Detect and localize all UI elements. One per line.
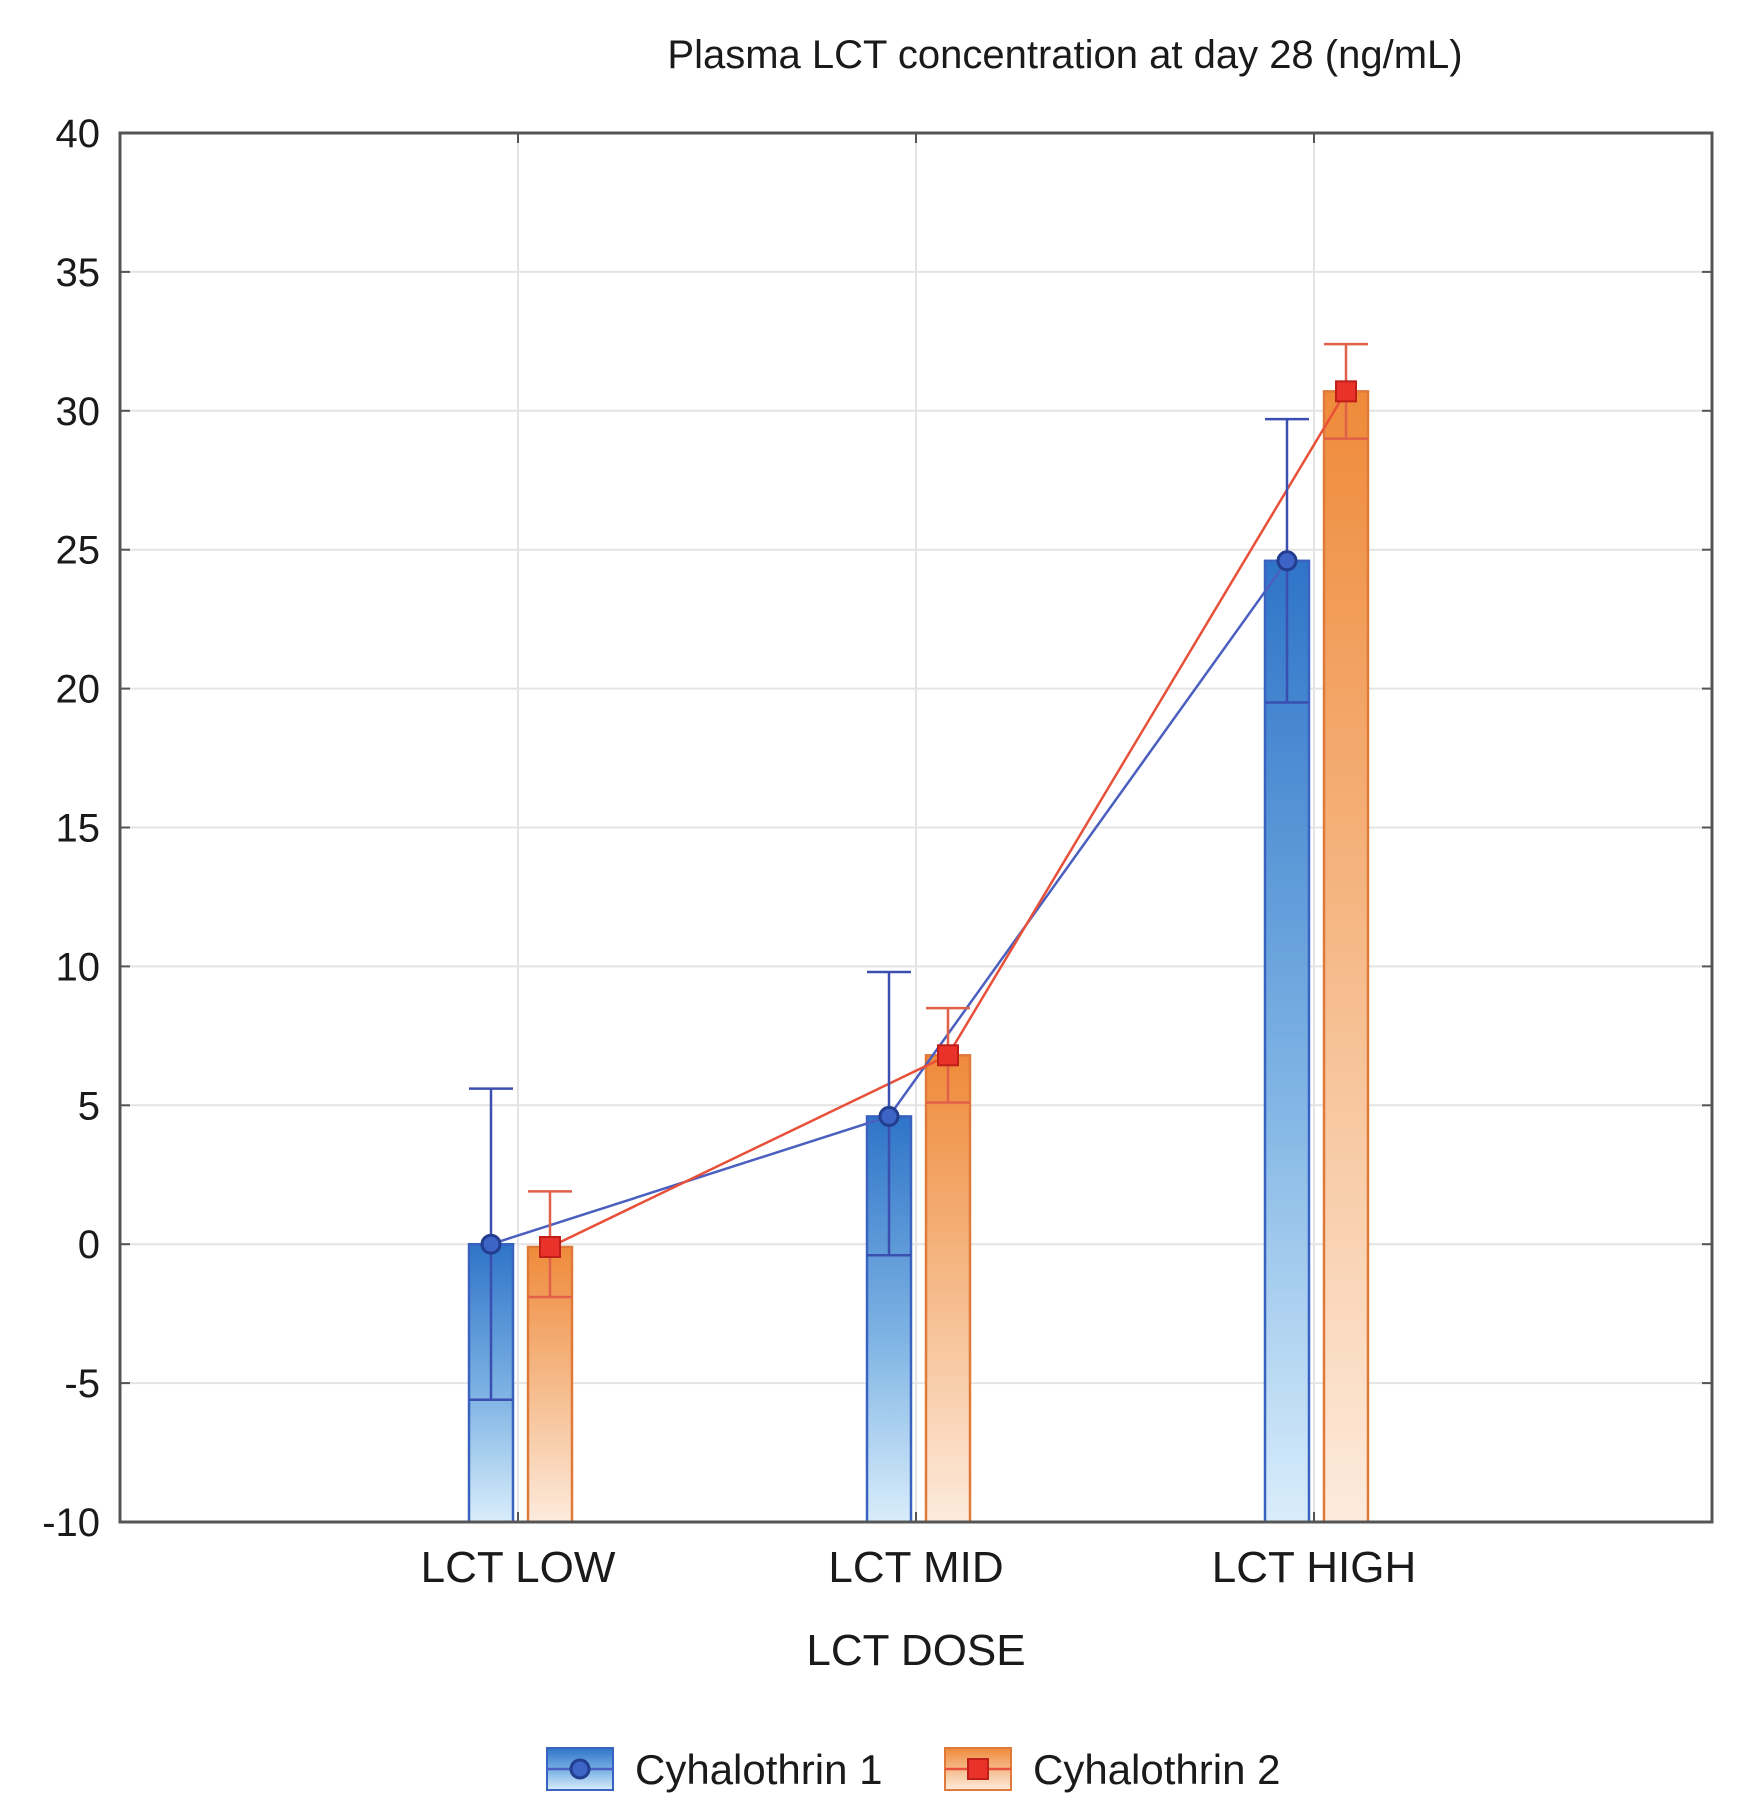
y-tick-label: 0 — [78, 1223, 100, 1267]
y-tick-label: 15 — [56, 807, 101, 851]
data-point-cyhalothrin-2 — [539, 1235, 561, 1258]
data-point-cyhalothrin-1 — [480, 1233, 502, 1255]
data-point-cyhalothrin-2 — [1335, 380, 1357, 403]
bar-cyhalothrin-2 — [924, 1054, 972, 1524]
y-tick-label: -5 — [64, 1362, 100, 1406]
legend: Cyhalothrin 1 Cyhalothrin 2 — [546, 1746, 1280, 1793]
bars — [467, 390, 1370, 1524]
y-tick-label: 10 — [56, 945, 101, 989]
x-axis: LCT LOW LCT MID LCT HIGH — [421, 133, 1417, 1592]
x-category-label: LCT LOW — [421, 1543, 616, 1592]
error-bars — [469, 342, 1368, 1402]
legend-marker-circle — [569, 1758, 591, 1780]
y-tick-label: -10 — [42, 1501, 100, 1545]
bar-cyhalothrin-2 — [1322, 390, 1370, 1524]
markers — [480, 380, 1357, 1258]
gridlines — [120, 133, 1712, 1522]
y-tick-label: 5 — [78, 1084, 100, 1128]
x-category-label: LCT MID — [828, 1543, 1003, 1592]
x-axis-title: LCT DOSE — [806, 1626, 1025, 1675]
chart-title: Plasma LCT concentration at day 28 (ng/m… — [667, 33, 1462, 77]
y-tick-label: 20 — [56, 668, 101, 712]
data-point-cyhalothrin-1 — [878, 1105, 900, 1127]
legend-label: Cyhalothrin 1 — [635, 1746, 882, 1793]
bar-cyhalothrin-1 — [1263, 559, 1311, 1524]
y-tick-label: 35 — [56, 251, 101, 295]
y-tick-label: 30 — [56, 390, 101, 434]
y-tick-label: 25 — [56, 529, 101, 573]
x-category-label: LCT HIGH — [1212, 1543, 1417, 1592]
legend-label: Cyhalothrin 2 — [1033, 1746, 1280, 1793]
y-tick-label: 40 — [56, 112, 101, 156]
legend-marker-square — [967, 1758, 989, 1780]
series-lines — [490, 390, 1348, 1249]
data-point-cyhalothrin-1 — [1276, 550, 1298, 572]
data-point-cyhalothrin-2 — [937, 1044, 959, 1067]
